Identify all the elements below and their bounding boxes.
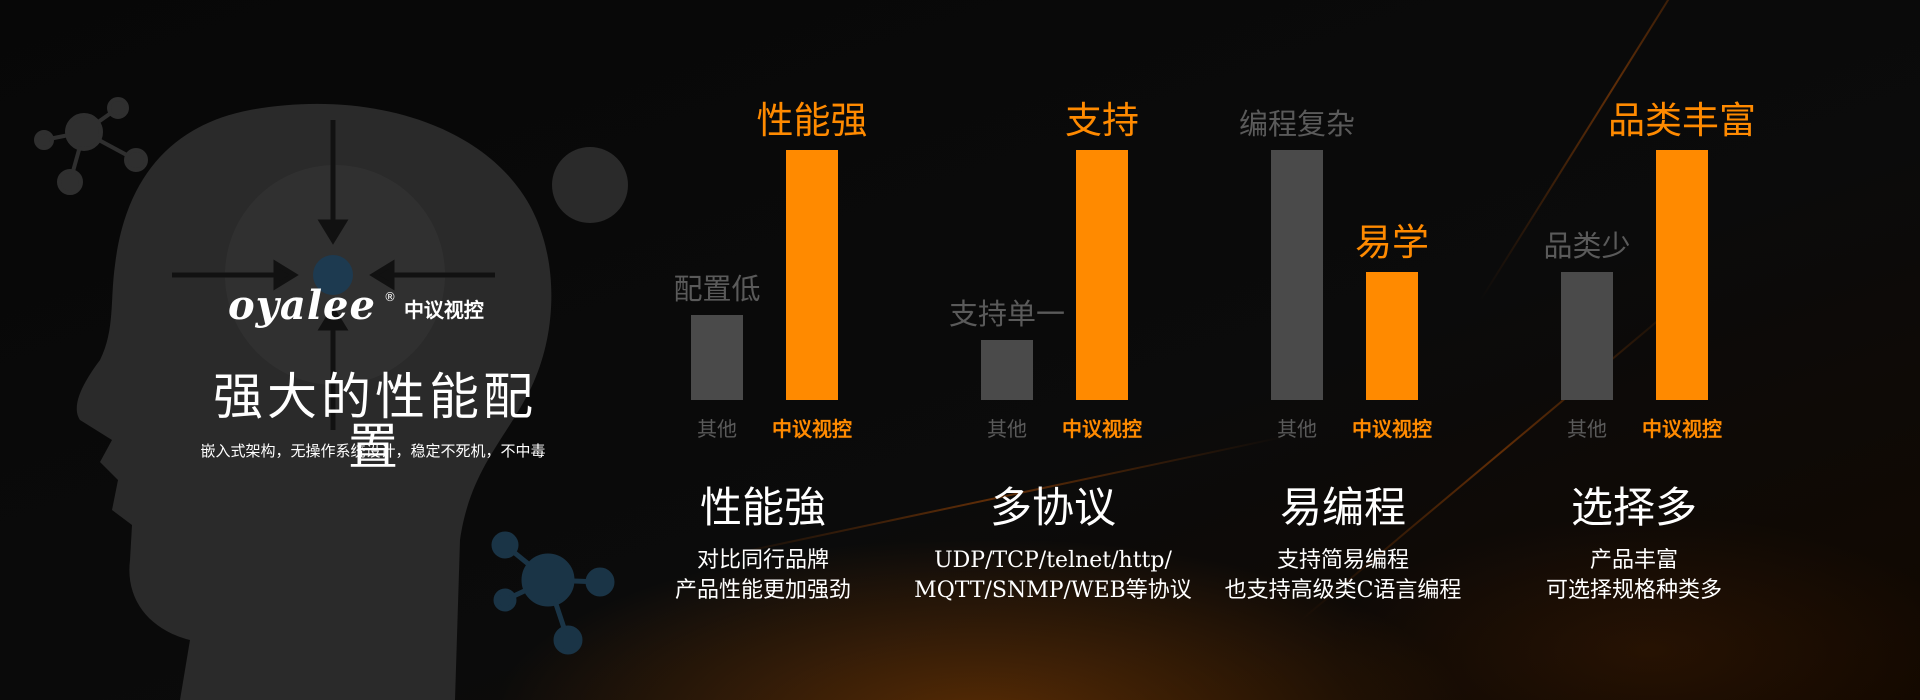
bar-protocols-other [981,340,1033,400]
molecule-icon [491,531,615,655]
bar-value-label: 易学 [1355,221,1429,264]
bar-value-label: 支持 [1065,99,1139,142]
category-label: 其他 [697,417,737,441]
feature-desc-performance: 对比同行品牌 产品性能更加强劲 [675,546,851,606]
category-label: 中议视控 [1062,417,1142,441]
bar-value-label: 品类丰富 [1608,99,1756,142]
feature-desc-choice: 产品丰富 可选择规格种类多 [1546,546,1722,606]
category-label: 其他 [1567,417,1607,441]
bar-value-label: 编程复杂 [1238,107,1356,141]
bar-value-label: 性能强 [756,99,868,142]
category-label: 其他 [987,417,1027,441]
feature-desc-line: 产品性能更加强劲 [674,578,852,603]
category-label: 中议视控 [1642,417,1722,441]
feature-desc-line: 产品丰富 [1589,548,1679,573]
feature-desc-line: UDP/TCP/telnet/http/ [934,548,1172,573]
brand-logo-text: oyalee [228,282,376,329]
category-label: 中议视控 [772,417,852,441]
feature-title-programming: 易编程 [1279,483,1407,532]
head-silhouette-illustration [34,97,628,700]
bar-programming-other [1271,150,1323,400]
feature-title-protocols: 多协议 [989,483,1117,532]
feature-desc-line: 也支持高级类C语言编程 [1224,578,1462,603]
page-title: 强大的性能配置 [213,368,537,476]
bar-performance-other [691,315,743,400]
feature-desc-protocols: UDP/TCP/telnet/http/ MQTT/SNMP/WEB等协议 [914,546,1192,606]
brand-logo: oyalee ® 中议视控 [228,286,484,326]
category-label: 中议视控 [1352,417,1432,441]
registered-mark: ® [383,290,396,304]
feature-title-choice: 选择多 [1570,483,1698,532]
feature-desc-line: MQTT/SNMP/WEB等协议 [914,578,1192,603]
bar-value-label: 品类少 [1543,229,1631,263]
brand-name-cn: 中议视控 [403,298,484,322]
decorative-circle [552,147,628,223]
page-subtitle: 嵌入式架构，无操作系统设计，稳定不死机，不中毒 [200,442,546,460]
bar-programming-zhongyi [1366,272,1418,400]
feature-desc-line: 对比同行品牌 [696,548,830,573]
feature-title-performance: 性能強 [699,483,827,532]
bar-value-label: 支持单一 [948,297,1066,331]
category-label: 其他 [1277,417,1317,441]
crosshair-icon [172,120,495,430]
feature-desc-programming: 支持简易编程 也支持高级类C语言编程 [1225,546,1462,606]
molecule-icon [34,97,148,195]
focus-point [313,255,353,295]
feature-desc-line: 可选择规格种类多 [1545,578,1723,603]
bar-choice-zhongyi [1656,150,1708,400]
bar-performance-zhongyi [786,150,838,400]
feature-desc-line: 支持简易编程 [1276,548,1409,573]
bar-value-label: 配置低 [673,272,761,306]
bar-protocols-zhongyi [1076,150,1128,400]
bar-choice-other [1561,272,1613,400]
